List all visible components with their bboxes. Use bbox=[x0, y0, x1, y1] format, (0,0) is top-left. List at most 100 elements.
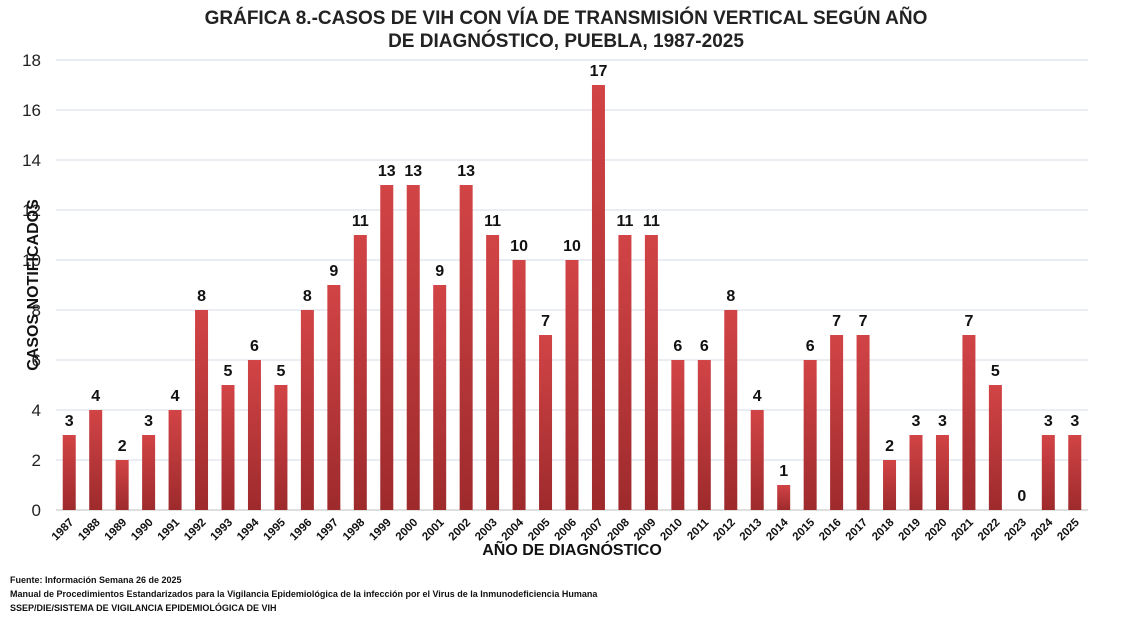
x-axis-ticks: 1987 1988 1989 1990 1991 1992 1993 1994 1995 1996… bbox=[50, 516, 1083, 543]
chart-title-line-2: DE DIAGNÓSTICO, PUEBLA, 1987-2025 bbox=[388, 30, 744, 52]
x-tick-label-2008: 2008 bbox=[605, 516, 632, 543]
x-tick-label-2014: 2014 bbox=[764, 516, 791, 543]
x-tick-label-1999: 1999 bbox=[367, 517, 394, 544]
bar-2025 bbox=[1068, 435, 1082, 510]
x-tick-label-2019: 2019 bbox=[897, 517, 924, 544]
x-tick-label-2000: 2000 bbox=[394, 517, 421, 544]
x-tick-label-2010: 2010 bbox=[658, 517, 685, 544]
x-tick-label-2025: 2025 bbox=[1055, 516, 1082, 543]
x-tick-label-1987: 1987 bbox=[50, 517, 77, 544]
bars bbox=[62, 85, 1082, 510]
y-tick-label: 18 bbox=[22, 51, 41, 70]
bar-2010 bbox=[671, 360, 685, 510]
bar-2015 bbox=[803, 360, 817, 510]
bar-2006 bbox=[565, 260, 579, 510]
bar-2002 bbox=[459, 185, 473, 510]
bar-2000 bbox=[406, 185, 420, 510]
data-label-2015: 6 bbox=[806, 338, 815, 355]
x-tick-label-1990: 1990 bbox=[129, 517, 156, 544]
x-tick-label-2002: 2002 bbox=[447, 517, 474, 544]
x-tick-label-2017: 2017 bbox=[844, 517, 871, 544]
data-label-2020: 3 bbox=[938, 413, 947, 430]
bar-2016 bbox=[830, 335, 844, 510]
data-label-2009: 11 bbox=[643, 213, 660, 230]
x-tick-label-2024: 2024 bbox=[1029, 516, 1056, 543]
x-tick-label-2004: 2004 bbox=[500, 516, 527, 543]
bar-1995 bbox=[274, 385, 288, 510]
y-tick-label: 0 bbox=[32, 501, 41, 520]
bar-2019 bbox=[909, 435, 923, 510]
y-tick-label: 4 bbox=[32, 401, 41, 420]
bar-2005 bbox=[539, 335, 553, 510]
data-label-1988: 4 bbox=[91, 388, 100, 405]
data-label-2017: 7 bbox=[859, 313, 868, 330]
bar-1993 bbox=[221, 385, 235, 510]
bar-2024 bbox=[1041, 435, 1055, 510]
data-label-2007: 17 bbox=[590, 63, 608, 80]
y-tick-label: 2 bbox=[32, 451, 41, 470]
data-label-2022: 5 bbox=[991, 363, 1000, 380]
data-label-2003: 11 bbox=[484, 213, 501, 230]
data-label-2016: 7 bbox=[832, 313, 841, 330]
bar-1999 bbox=[380, 185, 394, 510]
bar-2014 bbox=[777, 485, 791, 510]
bar-1990 bbox=[142, 435, 156, 510]
data-label-2025: 3 bbox=[1070, 413, 1079, 430]
x-tick-label-1988: 1988 bbox=[76, 516, 103, 543]
bar-2009 bbox=[644, 235, 658, 510]
x-tick-label-1989: 1989 bbox=[103, 517, 130, 544]
bar-1994 bbox=[247, 360, 261, 510]
bar-2004 bbox=[512, 260, 526, 510]
data-label-2005: 7 bbox=[541, 313, 550, 330]
data-label-2010: 6 bbox=[673, 338, 682, 355]
data-label-1993: 5 bbox=[224, 363, 233, 380]
bar-chart: GRÁFICA 8.-CASOS DE VIH CON VÍA DE TRANS… bbox=[22, 7, 1088, 559]
x-tick-label-2023: 2023 bbox=[1002, 517, 1029, 544]
x-tick-label-2007: 2007 bbox=[579, 517, 606, 544]
data-label-1987: 3 bbox=[65, 413, 74, 430]
x-tick-label-2016: 2016 bbox=[817, 517, 844, 544]
x-tick-label-2005: 2005 bbox=[526, 516, 553, 543]
bar-1987 bbox=[62, 435, 76, 510]
bar-2020 bbox=[935, 435, 949, 510]
x-tick-label-1995: 1995 bbox=[261, 516, 288, 543]
data-label-1990: 3 bbox=[144, 413, 153, 430]
y-axis-title: CASOS NOTIFICADOS bbox=[25, 199, 42, 371]
x-tick-label-2009: 2009 bbox=[632, 517, 659, 544]
data-label-2008: 11 bbox=[616, 213, 633, 230]
x-tick-label-1994: 1994 bbox=[235, 516, 262, 543]
data-label-1992: 8 bbox=[197, 288, 206, 305]
footer-source: Fuente: Información Semana 26 de 2025 bbox=[10, 575, 182, 585]
x-tick-label-1991: 1991 bbox=[156, 516, 183, 543]
bar-1998 bbox=[353, 235, 367, 510]
x-tick-label-2003: 2003 bbox=[473, 517, 500, 544]
y-tick-label: 8 bbox=[32, 301, 41, 320]
data-label-1998: 11 bbox=[352, 213, 369, 230]
x-tick-label-1997: 1997 bbox=[314, 517, 341, 544]
data-label-2006: 10 bbox=[563, 238, 581, 255]
x-tick-label-1992: 1992 bbox=[182, 517, 209, 544]
y-tick-label: 6 bbox=[32, 351, 41, 370]
footer-manual: Manual de Procedimientos Estandarizados … bbox=[10, 589, 598, 599]
data-label-2024: 3 bbox=[1044, 413, 1053, 430]
y-tick-label: 10 bbox=[22, 251, 41, 270]
x-tick-label-2001: 2001 bbox=[420, 516, 447, 543]
data-label-1995: 5 bbox=[276, 363, 285, 380]
bar-1997 bbox=[327, 285, 341, 510]
data-label-2012: 8 bbox=[726, 288, 735, 305]
data-label-2011: 6 bbox=[700, 338, 709, 355]
y-tick-label: 12 bbox=[22, 201, 41, 220]
bar-2017 bbox=[856, 335, 870, 510]
bar-1992 bbox=[195, 310, 209, 510]
data-label-2021: 7 bbox=[964, 313, 973, 330]
x-tick-label-2018: 2018 bbox=[870, 516, 897, 543]
bar-2007 bbox=[591, 85, 605, 510]
data-label-1999: 13 bbox=[378, 163, 396, 180]
x-tick-label-1996: 1996 bbox=[288, 517, 315, 544]
data-label-2018: 2 bbox=[885, 438, 894, 455]
x-tick-label-1998: 1998 bbox=[341, 516, 368, 543]
bar-1988 bbox=[89, 410, 103, 510]
data-label-1991: 4 bbox=[171, 388, 180, 405]
footer-system: SSEP/DIE/SISTEMA DE VIGILANCIA EPIDEMIOL… bbox=[10, 603, 277, 613]
